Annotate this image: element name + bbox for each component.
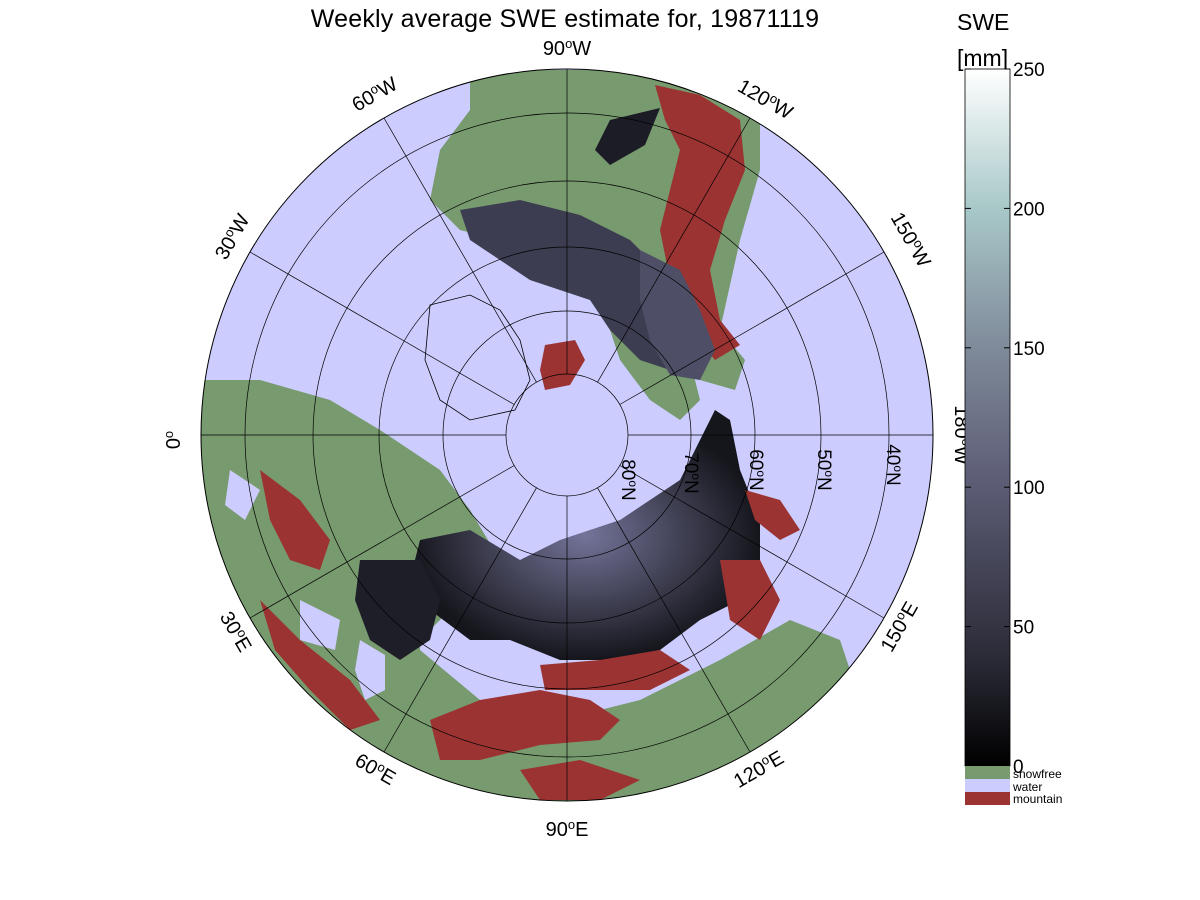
- lon-label-150w: 150oW: [886, 208, 937, 272]
- meridian-line: [249, 465, 515, 619]
- asia-mountain-2: [520, 760, 640, 800]
- lon-label-0: 0o: [161, 431, 185, 449]
- colorbar-tick-label: 0: [1013, 757, 1024, 778]
- black-sea: [300, 600, 340, 650]
- lat-label-40n: 40oN: [882, 444, 905, 486]
- lat-label-60n: 60oN: [745, 449, 768, 491]
- mediterranean: [225, 470, 260, 520]
- meridian-line: [249, 251, 515, 405]
- lon-label-90w: 90oW: [543, 36, 591, 60]
- legend-swatch-snowfree: [965, 766, 1010, 779]
- meridian-line: [619, 251, 885, 405]
- eurasia-mountain-east: [720, 560, 780, 640]
- lon-label-90e: 90oE: [546, 817, 589, 841]
- colorbar-tick-label: 100: [1013, 478, 1045, 499]
- legend-label-water: water: [1012, 780, 1042, 794]
- greenland-mountain: [540, 340, 585, 390]
- meridian-line: [597, 117, 751, 383]
- meridian-line: [597, 487, 751, 753]
- legend-label-snowfree: snowfree: [1013, 767, 1062, 781]
- lon-label-60w: 60oW: [348, 71, 402, 116]
- colorbar-tick-label: 50: [1013, 618, 1034, 639]
- legend-label-mountain: mountain: [1013, 792, 1062, 806]
- colorbar-tick-label: 250: [1013, 60, 1045, 81]
- colorbar: 0 50 100 150 200 250 snowfree water mountain: [964, 60, 1062, 806]
- europe-mountain: [260, 470, 330, 570]
- lat-label-80n: 80oN: [617, 459, 640, 501]
- eurasia-snow: [410, 410, 760, 660]
- kamchatka-mountain: [745, 490, 800, 540]
- legend-swatch-mountain: [965, 792, 1010, 805]
- colorbar-gradient: [964, 68, 1011, 767]
- map-title: Weekly average SWE estimate for, 1987111…: [310, 5, 820, 33]
- colorbar-unit: [mm]: [957, 45, 1009, 71]
- greenland-outline: [424, 294, 531, 421]
- europe-mountain-2: [260, 600, 380, 730]
- tibet-mountain: [430, 690, 620, 760]
- meridian-line: [383, 117, 537, 383]
- colorbar-tick-label: 200: [1013, 199, 1045, 220]
- colorbar-tick-label: 150: [1013, 339, 1045, 360]
- colorbar-variable: SWE: [957, 9, 1010, 35]
- meridian-line: [383, 487, 537, 753]
- lat-label-70n: 70oN: [680, 452, 703, 494]
- eurasia-snow-west: [355, 560, 440, 660]
- eurasia-mountain-south: [540, 650, 690, 690]
- graticule: [200, 68, 934, 802]
- map-disk: [201, 69, 933, 801]
- latitude-labels: 80oN 70oN 60oN 50oN 40oN: [617, 444, 905, 501]
- colorbar-title: SWE [mm]: [957, 4, 1009, 76]
- lat-label-50n: 50oN: [813, 449, 836, 491]
- north-america-snow: [460, 200, 690, 370]
- legend-swatch-water: [965, 779, 1010, 792]
- meridian-line: [619, 465, 885, 619]
- caspian-sea: [355, 640, 385, 700]
- north-america-snow-hudson: [640, 250, 715, 380]
